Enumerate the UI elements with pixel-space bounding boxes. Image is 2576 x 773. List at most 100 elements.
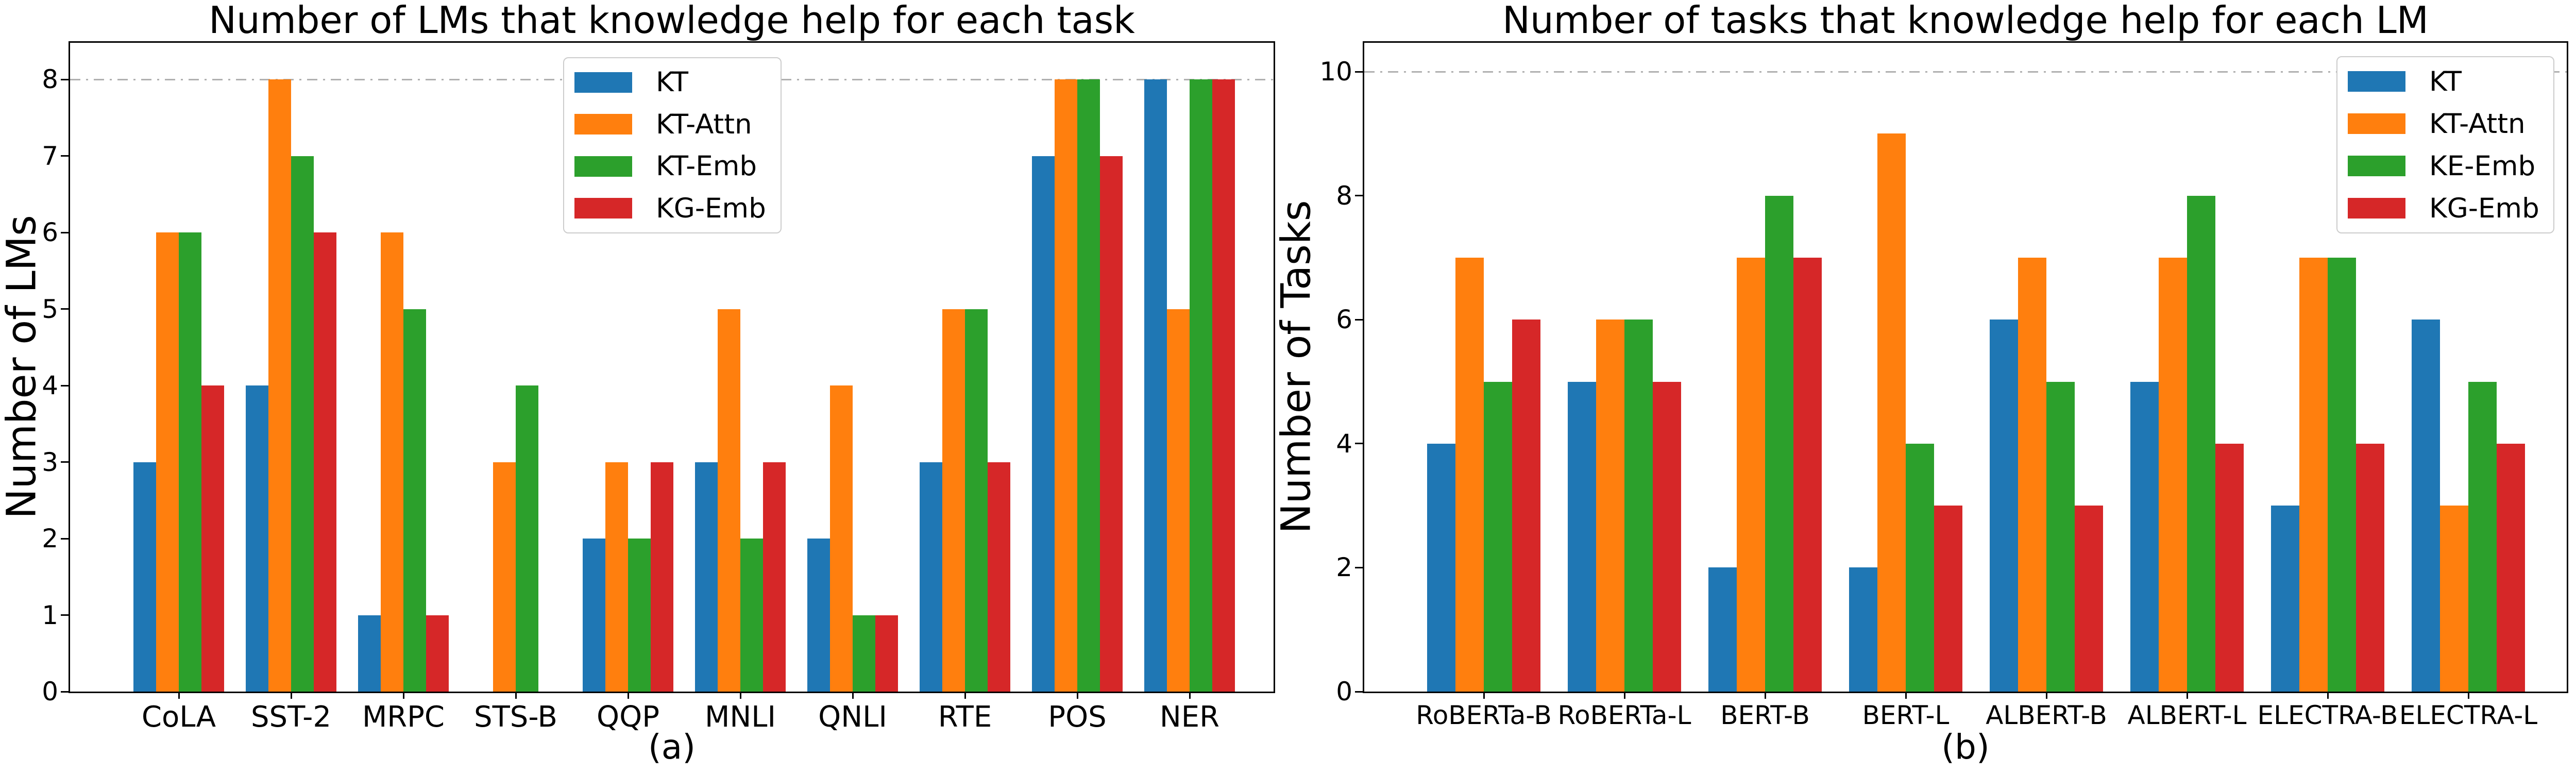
bar-ke-emb-bert-b	[1765, 195, 1793, 692]
bar-kt-sst-2	[246, 385, 268, 692]
legend-swatch-kt-attn	[2348, 113, 2405, 134]
bar-kg-emb-electra-b	[2356, 443, 2384, 692]
bar-kg-emb-rte	[988, 462, 1010, 692]
y-tick-label: 6	[1336, 305, 1352, 335]
bar-kt-emb-rte	[965, 309, 988, 692]
bar-kg-emb-electra-l	[2497, 443, 2525, 692]
legend-label: KG-Emb	[2429, 192, 2539, 224]
bar-kg-emb-roberta-b	[1512, 320, 1540, 692]
x-tick	[1076, 692, 1078, 699]
bar-kt-albert-b	[1990, 320, 2018, 692]
bar-kt-electra-b	[2271, 506, 2299, 692]
bar-kg-emb-cola	[201, 385, 224, 692]
bar-kg-emb-albert-b	[2075, 506, 2103, 692]
y-tick-label: 8	[42, 64, 58, 94]
x-tick-label: QQP	[597, 700, 659, 734]
bar-kg-emb-qqp	[651, 462, 673, 692]
bar-kt-attn-rte	[942, 309, 965, 692]
bar-kt-qqp	[583, 539, 605, 692]
bar-kt-attn-pos	[1055, 79, 1077, 692]
legend-label: KT-Attn	[2429, 108, 2526, 140]
y-tick	[61, 614, 69, 616]
y-tick	[61, 231, 69, 233]
x-tick-label: CoLA	[141, 700, 216, 734]
y-tick	[1355, 443, 1363, 445]
gridline	[1364, 71, 2567, 73]
legend-item: KT-Attn	[2348, 103, 2553, 145]
legend-label: KT	[656, 66, 689, 98]
x-tick-label: RoBERTa-L	[1557, 700, 1691, 730]
x-tick-label: BERT-B	[1720, 700, 1810, 730]
x-tick-label: BERT-L	[1862, 700, 1950, 730]
y-tick	[61, 155, 69, 157]
x-tick-label: ELECTRA-L	[2399, 700, 2538, 730]
x-tick	[1764, 692, 1766, 699]
legend-swatch-kt-emb	[574, 156, 632, 177]
x-tick	[1623, 692, 1625, 699]
x-tick	[2467, 692, 2469, 699]
y-tick-label: 2	[1336, 552, 1352, 583]
bar-kg-emb-bert-b	[1793, 257, 1822, 692]
y-tick	[1355, 691, 1363, 693]
legend-item: KT-Attn	[574, 104, 781, 146]
x-tick	[2327, 692, 2329, 699]
legend-label: KE-Emb	[2429, 150, 2536, 182]
chart-b-title: Number of tasks that knowledge help for …	[1502, 0, 2429, 42]
legend-swatch-kg-emb	[574, 198, 632, 219]
x-tick-label: SST-2	[251, 700, 331, 734]
legend-swatch-kt-attn	[574, 114, 632, 135]
bar-kg-emb-mnli	[763, 462, 786, 692]
x-tick-label: MRPC	[362, 700, 445, 734]
bar-kt-attn-ner	[1167, 309, 1190, 692]
chart-a-caption: (a)	[648, 727, 696, 767]
x-tick-label: STS-B	[474, 700, 557, 734]
bar-kg-emb-pos	[1100, 156, 1123, 692]
x-tick	[627, 692, 629, 699]
bar-kt-attn-electra-l	[2440, 506, 2468, 692]
bar-kt-emb-pos	[1077, 79, 1100, 692]
x-tick	[515, 692, 517, 699]
y-tick-label: 4	[42, 371, 58, 400]
bar-kt-bert-b	[1708, 567, 1737, 692]
y-tick-label: 4	[1336, 428, 1352, 459]
legend-item: KE-Emb	[2348, 145, 2553, 187]
y-tick	[1355, 318, 1363, 321]
legend-swatch-kt	[574, 72, 632, 93]
y-tick	[61, 308, 69, 310]
y-tick-label: 6	[42, 217, 58, 247]
bar-kt-electra-l	[2412, 320, 2440, 692]
y-tick-label: 5	[42, 294, 58, 324]
y-tick-label: 1	[42, 600, 58, 630]
legend-item: KT	[574, 61, 781, 104]
bar-kt-emb-cola	[179, 232, 201, 692]
bar-kt-emb-sts-b	[516, 385, 538, 692]
legend-label: KG-Emb	[656, 192, 766, 224]
bar-kt-cola	[133, 462, 156, 692]
y-tick	[1355, 566, 1363, 568]
x-tick-label: ALBERT-L	[2127, 700, 2247, 730]
bar-kt-emb-sst-2	[291, 156, 314, 692]
bar-kt-attn-mrpc	[381, 232, 403, 692]
legend-swatch-kg-emb	[2348, 198, 2405, 219]
y-tick	[61, 384, 69, 386]
bar-kt-emb-qnli	[853, 615, 875, 692]
bar-ke-emb-bert-l	[1906, 443, 1934, 692]
x-tick	[290, 692, 292, 699]
y-tick	[1355, 195, 1363, 197]
bar-ke-emb-electra-l	[2468, 381, 2497, 692]
chart-a-y-axis-label: Number of LMs	[0, 215, 45, 519]
bar-kt-attn-mnli	[718, 309, 740, 692]
bar-kt-attn-cola	[156, 232, 179, 692]
bar-ke-emb-roberta-l	[1624, 320, 1653, 692]
x-tick-label: RTE	[938, 700, 992, 734]
legend-swatch-kt	[2348, 71, 2405, 92]
y-tick	[61, 691, 69, 693]
bar-kt-albert-l	[2130, 381, 2159, 692]
legend-label: KT-Attn	[656, 108, 752, 140]
x-tick-label: NER	[1159, 700, 1220, 734]
bar-kt-ner	[1144, 79, 1167, 692]
bar-kt-attn-sts-b	[493, 462, 516, 692]
bar-kt-bert-l	[1849, 567, 1877, 692]
bar-kt-pos	[1032, 156, 1055, 692]
legend-item: KG-Emb	[2348, 187, 2553, 229]
